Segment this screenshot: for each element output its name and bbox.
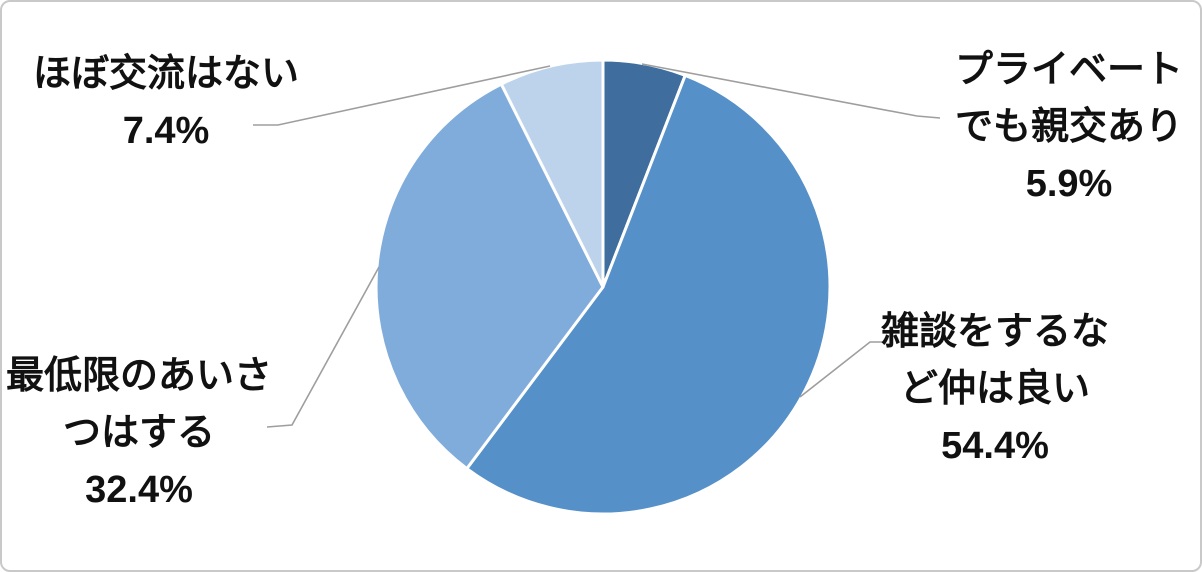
slice-label-private-friendship: プライベート でも親交あり 5.9% [909,42,1200,213]
pie-slice-almost-no-interaction [499,58,605,289]
pie-slice-chat-good-terms [465,73,832,516]
slice-percent-value: 32.4% [85,469,193,511]
slice-percent-value: 7.4% [122,110,210,152]
slice-label-minimal-greeting: 最低限のあいさ つはする 32.4% [2,348,299,519]
leader-line-private-friendship [641,63,941,119]
slice-label-text: ど仲は良い [899,368,1090,410]
leader-line-minimal-greeting [266,266,380,428]
pie-slices-group [374,58,832,516]
slice-label-chat-good-terms: 雑談をするな ど仲は良い 54.4% [835,304,1155,475]
slice-label-text: 雑談をするな [880,311,1109,353]
leader-line-almost-no-interaction [253,65,551,126]
leader-lines-group [253,63,941,428]
slice-percent-value: 5.9% [1025,163,1113,205]
slice-percent-value: 54.4% [941,425,1049,467]
slice-label-text: つはする [62,412,215,454]
slice-label-text: でも親交あり [954,106,1183,148]
slice-label-text: 最低限のあいさ [5,355,272,397]
leader-line-chat-good-terms [799,341,882,398]
pie-slice-minimal-greeting [374,82,605,471]
slice-label-almost-no-interaction: ほぼ交流はない 7.4% [6,46,326,160]
slice-label-text: ほぼ交流はない [32,53,299,95]
slice-label-text: プライベート [954,49,1183,91]
